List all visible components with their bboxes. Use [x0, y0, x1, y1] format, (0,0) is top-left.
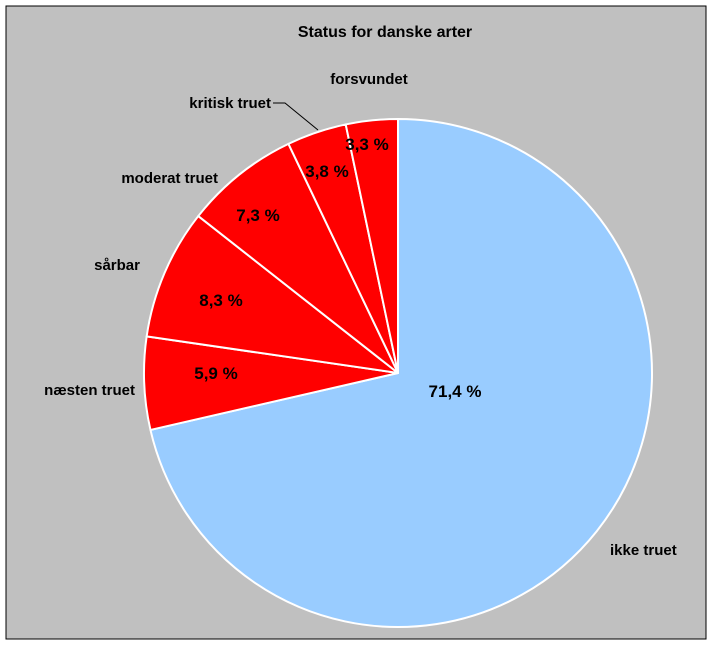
category-label-moderat-truet: moderat truet: [121, 170, 218, 187]
category-label-forsvundet: forsvundet: [330, 71, 408, 88]
category-label-ikke-truet: ikke truet: [610, 542, 677, 559]
category-label-naesten-truet: næsten truet: [44, 382, 135, 399]
pie-slices: [143, 118, 653, 628]
value-label-naesten-truet: 5,9 %: [194, 364, 237, 383]
pie-slice-sarbar: [145, 215, 399, 374]
leader-line-kritisk-truet: [273, 102, 319, 131]
category-label-kritisk-truet: kritisk truet: [189, 95, 271, 112]
value-label-ikke-truet: 71,4 %: [429, 382, 482, 401]
chart-title: Status for danske arter: [298, 24, 472, 41]
pie-slice-ikke-truet: [149, 118, 653, 628]
pie-slice-moderat-truet: [197, 142, 399, 374]
value-label-forsvundet: 3,3 %: [345, 135, 388, 154]
category-labels: ikke truet næsten truet sårbar moderat true…: [44, 71, 677, 559]
value-label-moderat-truet: 7,3 %: [236, 206, 279, 225]
value-label-kritisk-truet: 3,8 %: [305, 162, 348, 181]
value-label-sarbar: 8,3 %: [199, 291, 242, 310]
category-label-sarbar: sårbar: [94, 257, 140, 274]
pie-slice-forsvundet: [344, 118, 399, 374]
value-labels: 71,4 % 5,9 % 8,3 % 7,3 % 3,8 % 3,3 %: [194, 135, 481, 401]
leader-lines: [273, 102, 319, 131]
